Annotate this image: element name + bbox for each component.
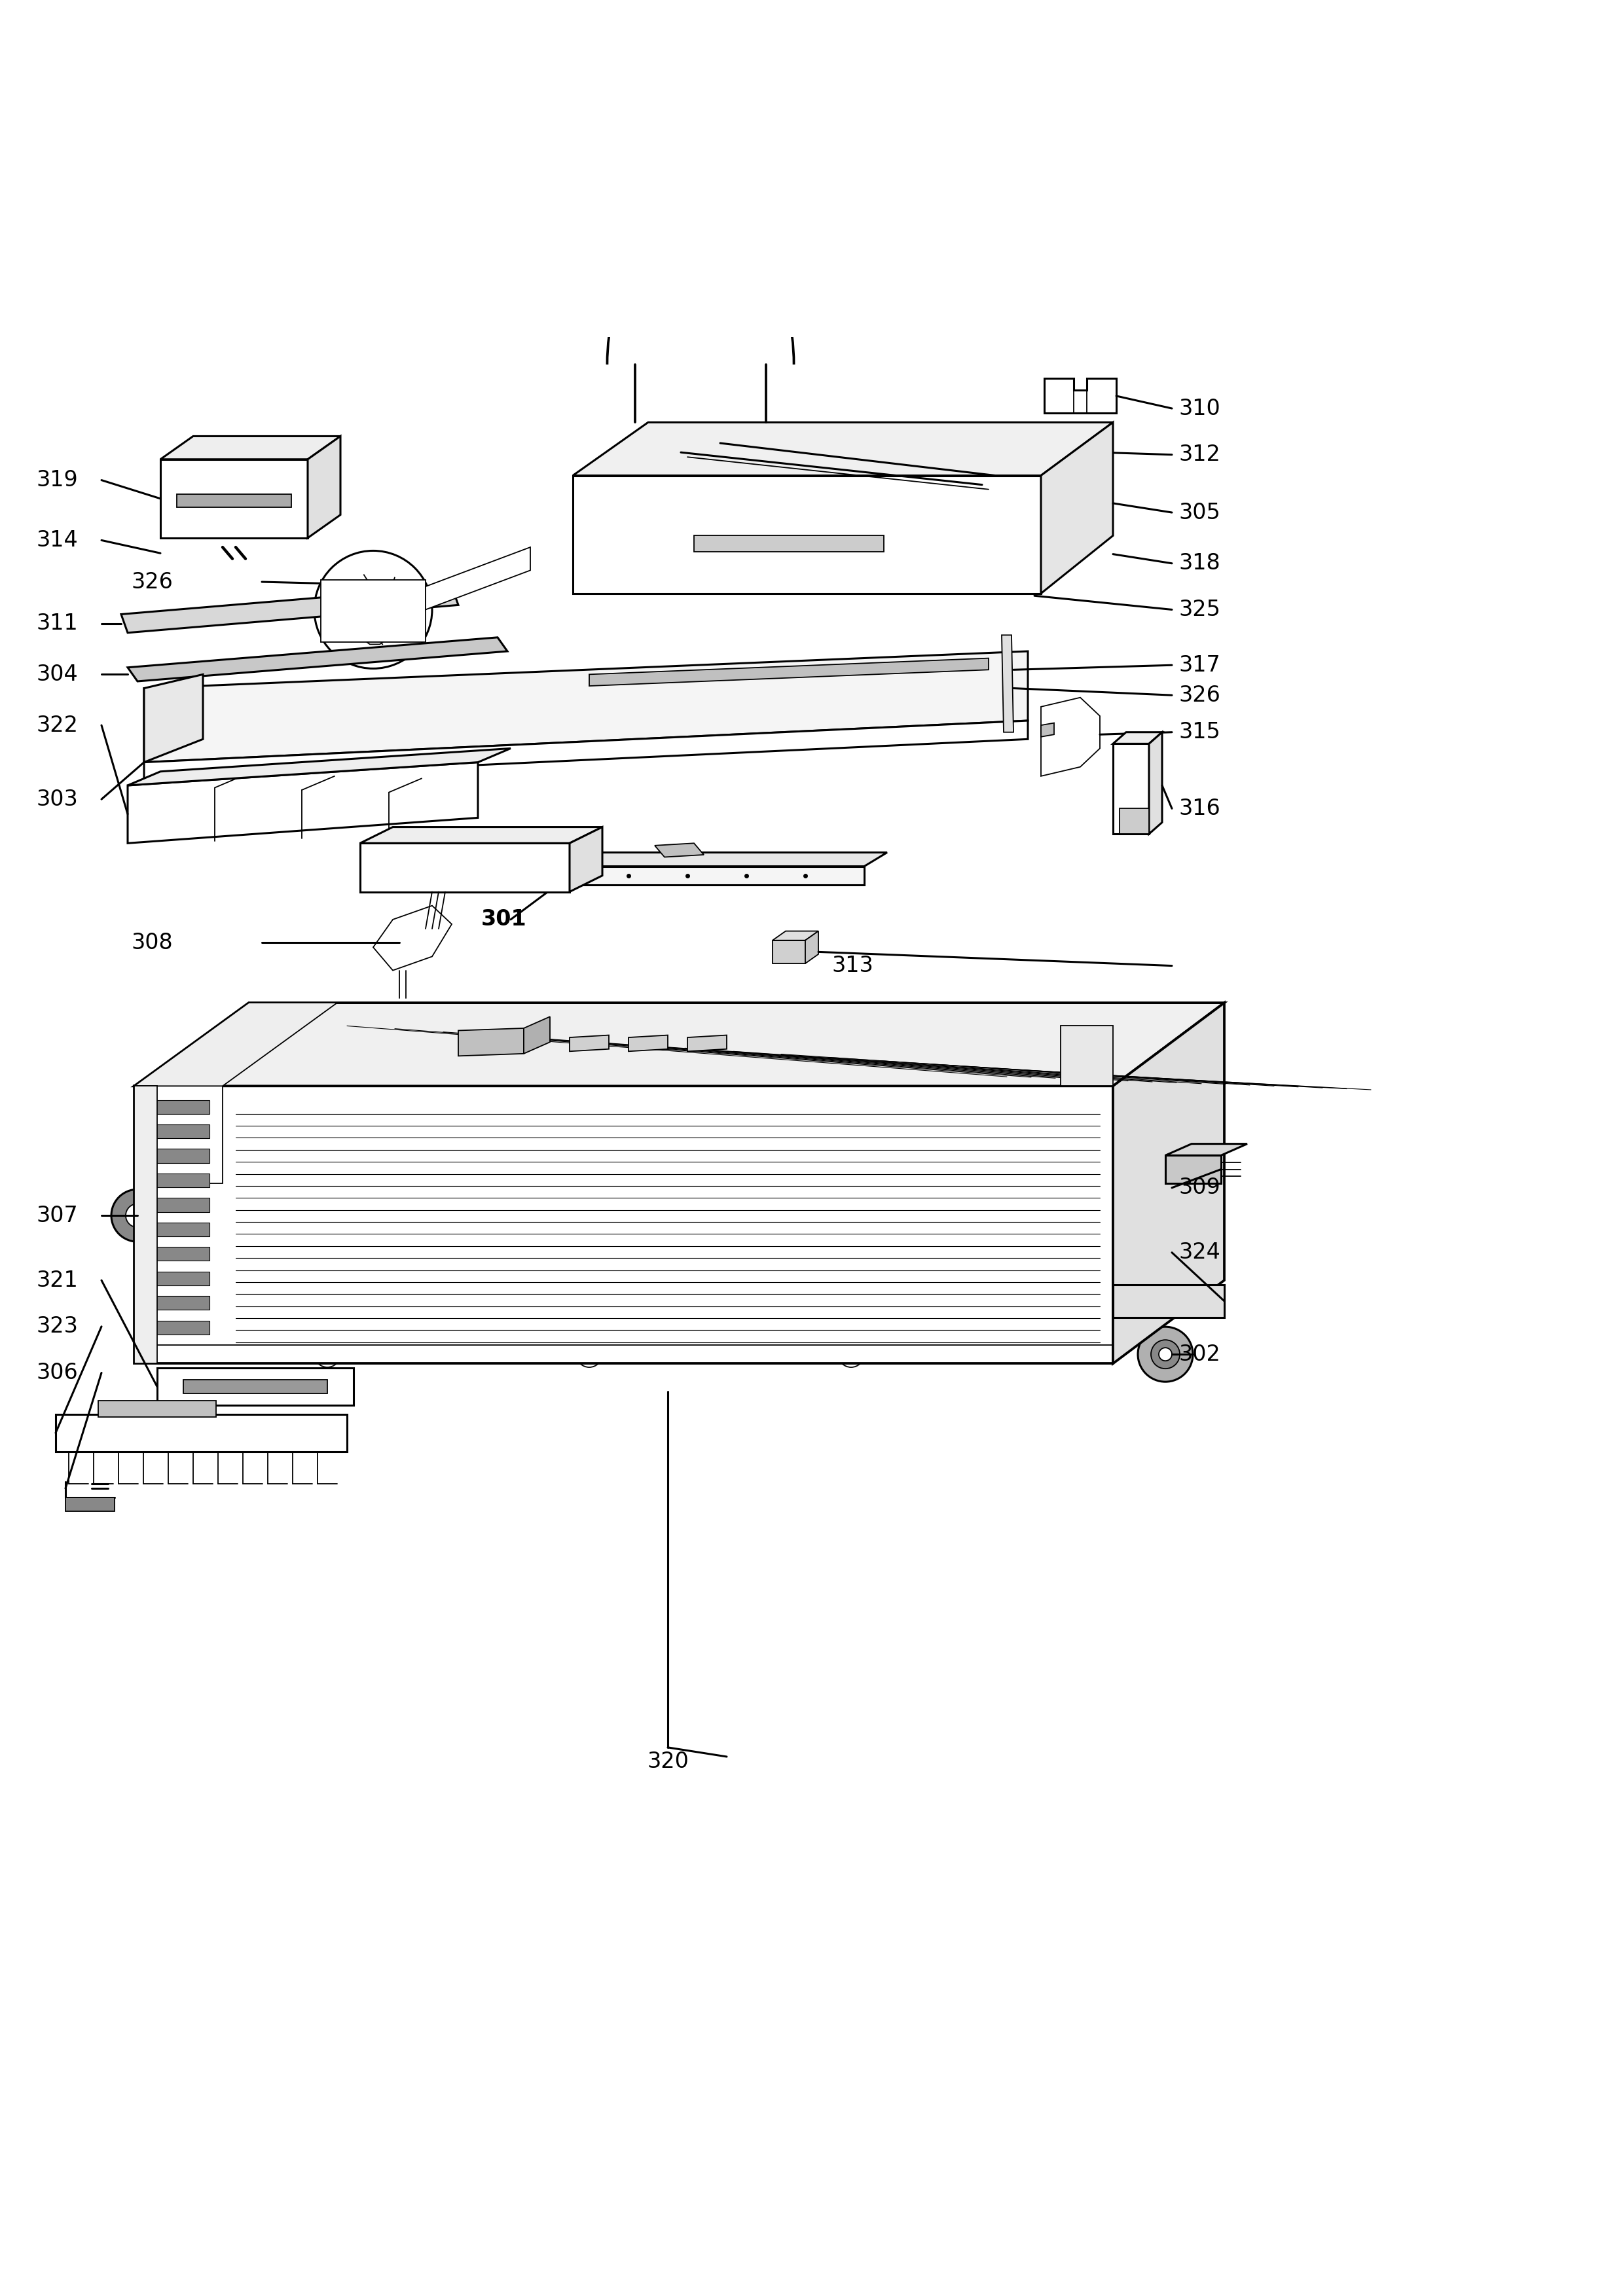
Polygon shape — [1060, 1026, 1113, 1086]
Polygon shape — [135, 1086, 222, 1182]
Polygon shape — [360, 827, 602, 843]
Polygon shape — [161, 459, 308, 537]
Polygon shape — [144, 1125, 209, 1139]
Polygon shape — [1040, 723, 1053, 737]
Polygon shape — [589, 659, 988, 687]
Text: 304: 304 — [36, 664, 78, 684]
Polygon shape — [573, 422, 1113, 475]
Polygon shape — [1165, 1143, 1246, 1155]
Polygon shape — [773, 932, 818, 941]
Polygon shape — [1040, 422, 1113, 592]
Polygon shape — [144, 1173, 209, 1187]
Polygon shape — [1165, 1155, 1220, 1182]
Text: 319: 319 — [36, 468, 78, 491]
Text: 320: 320 — [648, 1750, 688, 1773]
Text: 321: 321 — [36, 1270, 78, 1290]
Polygon shape — [364, 636, 386, 645]
Polygon shape — [1120, 808, 1149, 833]
Polygon shape — [99, 1401, 216, 1417]
Polygon shape — [144, 675, 203, 762]
Text: 326: 326 — [131, 572, 172, 592]
Polygon shape — [144, 1148, 209, 1162]
Text: 308: 308 — [131, 932, 172, 953]
Polygon shape — [135, 1003, 1224, 1086]
Text: 322: 322 — [36, 714, 78, 737]
Polygon shape — [144, 1272, 209, 1286]
Text: 315: 315 — [1178, 721, 1220, 744]
Polygon shape — [1044, 379, 1117, 413]
Text: 312: 312 — [1178, 443, 1220, 466]
Polygon shape — [1113, 1286, 1224, 1318]
Polygon shape — [144, 1100, 209, 1114]
Text: 311: 311 — [36, 613, 78, 634]
Circle shape — [1138, 1327, 1193, 1382]
Polygon shape — [688, 1035, 727, 1052]
Polygon shape — [360, 843, 570, 891]
Text: 318: 318 — [1178, 553, 1220, 574]
Circle shape — [125, 1203, 149, 1228]
Text: 302: 302 — [1178, 1343, 1220, 1366]
Polygon shape — [144, 1295, 209, 1311]
Polygon shape — [458, 1029, 524, 1056]
Polygon shape — [573, 475, 1040, 592]
Polygon shape — [1149, 732, 1162, 833]
Circle shape — [1151, 1341, 1180, 1368]
Text: 314: 314 — [36, 530, 78, 551]
Text: 303: 303 — [36, 788, 78, 810]
Polygon shape — [128, 638, 508, 682]
Text: 323: 323 — [36, 1316, 78, 1336]
Text: 309: 309 — [1178, 1178, 1220, 1199]
Polygon shape — [570, 827, 602, 891]
Polygon shape — [55, 1414, 347, 1451]
Polygon shape — [628, 1035, 667, 1052]
Polygon shape — [1001, 636, 1013, 732]
Text: 313: 313 — [831, 955, 873, 976]
Polygon shape — [135, 1086, 157, 1364]
Polygon shape — [1113, 1003, 1224, 1364]
Text: 325: 325 — [1178, 599, 1220, 620]
Circle shape — [1159, 1348, 1172, 1362]
Polygon shape — [570, 866, 863, 884]
Polygon shape — [65, 1497, 115, 1511]
Polygon shape — [425, 546, 531, 611]
Polygon shape — [144, 1199, 209, 1212]
Circle shape — [112, 1189, 164, 1242]
Polygon shape — [695, 535, 885, 551]
Text: 316: 316 — [1178, 797, 1220, 820]
Text: 317: 317 — [1178, 654, 1220, 675]
Polygon shape — [805, 932, 818, 964]
Text: 306: 306 — [36, 1362, 78, 1384]
Polygon shape — [183, 1380, 328, 1394]
Polygon shape — [135, 1003, 338, 1086]
Polygon shape — [1113, 744, 1149, 833]
Text: 326: 326 — [1178, 684, 1220, 705]
Polygon shape — [308, 436, 341, 537]
Polygon shape — [1113, 732, 1162, 744]
Polygon shape — [373, 905, 451, 971]
Polygon shape — [144, 652, 1027, 762]
Text: 324: 324 — [1178, 1242, 1220, 1263]
Text: 301: 301 — [480, 909, 527, 930]
Polygon shape — [144, 1247, 209, 1261]
Text: 307: 307 — [36, 1205, 78, 1226]
Polygon shape — [654, 843, 704, 856]
Polygon shape — [144, 721, 1027, 781]
Text: 305: 305 — [1178, 503, 1220, 523]
Polygon shape — [122, 585, 458, 634]
Polygon shape — [773, 941, 805, 964]
Polygon shape — [144, 1221, 209, 1235]
Polygon shape — [1040, 698, 1100, 776]
Polygon shape — [144, 1320, 209, 1334]
Text: 310: 310 — [1178, 397, 1220, 420]
Polygon shape — [135, 1086, 1113, 1364]
Polygon shape — [321, 579, 425, 643]
Polygon shape — [128, 762, 477, 843]
Polygon shape — [570, 1035, 609, 1052]
Polygon shape — [128, 748, 511, 785]
Polygon shape — [161, 436, 341, 459]
Polygon shape — [177, 494, 292, 507]
Polygon shape — [157, 1368, 354, 1405]
Polygon shape — [524, 1017, 550, 1054]
Polygon shape — [570, 852, 888, 866]
